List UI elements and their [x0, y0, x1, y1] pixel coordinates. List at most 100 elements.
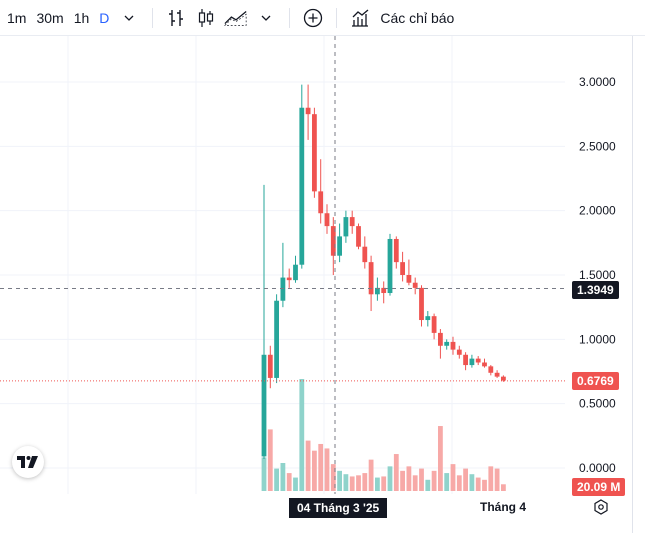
volume-bar	[286, 473, 292, 491]
candle-body	[456, 349, 462, 355]
tradingview-logo[interactable]	[12, 446, 44, 478]
volume-bar	[381, 476, 387, 491]
candle-body	[393, 238, 399, 263]
candle-body	[387, 238, 393, 294]
candle-body	[469, 358, 475, 366]
volume-bar	[368, 459, 374, 491]
indicators-icon[interactable]	[348, 6, 372, 30]
interval-d[interactable]: D	[99, 9, 110, 26]
volume-bar	[444, 473, 450, 491]
volume-bar	[318, 443, 324, 491]
volume-bar	[412, 475, 418, 491]
y-tick-label: 3.0000	[579, 75, 616, 89]
price-chart[interactable]: 3.0000 2.5000 2.0000 1.5000 1.0000 0.5000 0.00…	[0, 36, 632, 521]
toolbar-divider	[289, 7, 291, 28]
interval-1m[interactable]: 1m	[7, 9, 27, 26]
toolbar-divider	[336, 7, 338, 28]
volume-bar	[419, 468, 424, 491]
volume-bar	[362, 473, 368, 491]
area-chart-icon[interactable]	[224, 6, 248, 30]
candle-body	[488, 366, 494, 373]
candle-body	[299, 107, 305, 265]
add-circle-icon[interactable]	[301, 6, 325, 30]
interval-1h[interactable]: 1h	[73, 9, 90, 26]
candle-body	[362, 246, 368, 263]
candle-body	[280, 277, 286, 301]
volume-bar	[400, 470, 405, 491]
candle-body	[330, 226, 336, 256]
candle-body	[337, 236, 342, 256]
volume-bar	[488, 466, 494, 491]
y-tick-label: 2.5000	[579, 139, 616, 153]
volume-bar	[482, 479, 487, 491]
y-tick-label: 1.5000	[579, 268, 616, 282]
candle-body	[261, 354, 267, 457]
chevron-down-icon[interactable]	[117, 6, 141, 30]
candle-body	[349, 217, 355, 227]
volume-bar	[406, 466, 412, 491]
candle-body	[293, 264, 298, 281]
volume-bar	[469, 474, 475, 491]
volume-bar	[261, 457, 267, 491]
candle-body	[305, 107, 311, 115]
month-axis-label: Tháng 4	[480, 500, 527, 514]
candle-body	[475, 358, 481, 363]
volume-bar	[475, 477, 481, 491]
candle-body	[431, 316, 437, 333]
bar-chart-icon[interactable]	[164, 6, 188, 30]
y-tick-label: 1.0000	[579, 332, 616, 346]
volume-bar	[375, 477, 380, 491]
volume-bar	[299, 379, 305, 491]
crosshair-price-label: 1.3949	[572, 281, 619, 299]
volume-bar	[425, 479, 431, 491]
volume-bar	[330, 464, 336, 491]
candle-body	[324, 213, 330, 227]
scrollbar-track	[632, 36, 645, 533]
volume-bar	[274, 468, 279, 491]
volume-bar	[349, 476, 355, 491]
candle-body	[267, 354, 273, 378]
volume-label: 20.09 M	[572, 478, 626, 496]
candle-body	[412, 282, 418, 288]
candle-body	[343, 217, 349, 237]
candle-body	[312, 114, 317, 192]
volume-bar	[494, 468, 500, 491]
volume-bar	[431, 470, 437, 491]
volume-bar	[393, 454, 399, 491]
candle-body	[494, 372, 500, 377]
candle-body	[444, 341, 450, 346]
volume-bar	[267, 429, 273, 491]
volume-bar	[501, 484, 506, 491]
candle-body	[368, 262, 374, 295]
candle-body	[375, 287, 380, 295]
candle-body	[425, 316, 431, 321]
volume-bar	[463, 468, 468, 491]
settings-gear-icon[interactable]	[592, 498, 610, 516]
volume-bar	[387, 466, 393, 491]
candle-body	[286, 277, 292, 281]
candlestick-icon[interactable]	[194, 6, 218, 30]
volume-bar	[450, 464, 456, 491]
candle-body	[450, 341, 456, 350]
candle-body	[406, 275, 412, 283]
candle-body	[419, 287, 424, 321]
candle-body	[381, 287, 387, 294]
volume-bar	[337, 470, 342, 491]
volume-bar	[456, 475, 462, 491]
crosshair-date-label: 04 Tháng 3 '25	[289, 498, 388, 518]
volume-bar	[305, 440, 311, 491]
y-tick-label: 0.0000	[579, 461, 616, 475]
volume-bar	[324, 448, 330, 491]
volume-bar	[438, 426, 443, 491]
candle-body	[318, 191, 324, 214]
y-tick-label: 2.0000	[579, 204, 616, 218]
interval-30m[interactable]: 30m	[36, 9, 64, 26]
chevron-down-icon[interactable]	[254, 6, 278, 30]
top-toolbar: 1m 30m 1h D Các chỉ báo	[0, 0, 645, 36]
volume-bar	[343, 474, 349, 491]
volume-bar	[312, 450, 317, 491]
indicators-button[interactable]: Các chỉ báo	[380, 9, 455, 26]
candle-body	[438, 332, 443, 346]
candle-body	[482, 362, 487, 367]
volume-bar	[293, 477, 298, 491]
